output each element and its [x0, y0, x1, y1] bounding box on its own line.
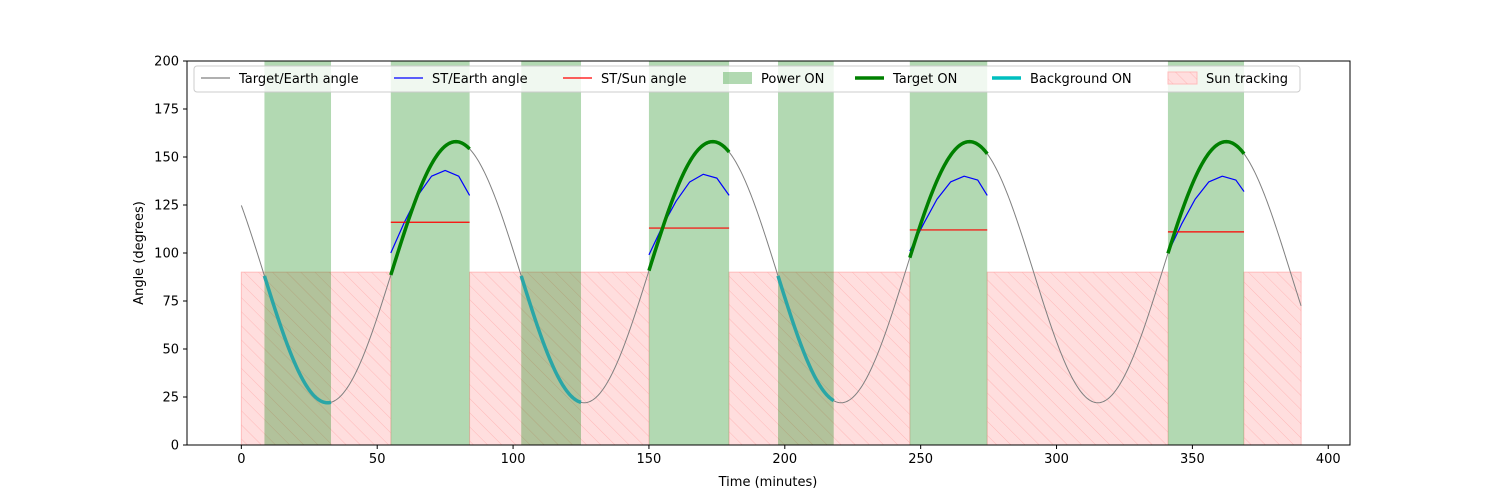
power-on-span	[909, 61, 988, 445]
background-on-line	[519, 275, 582, 405]
axes-layer: 0 50 100 150 200 250 300 350 400 0 25 50 75 100 125 150…	[154, 55, 1341, 468]
legend-handle-hatch	[1168, 72, 1197, 84]
power-on-span	[1167, 61, 1245, 445]
st-earth-line	[909, 175, 988, 252]
x-tick-label: 300	[1044, 452, 1069, 467]
legend-label: Power ON	[761, 72, 824, 87]
legend-label: Target ON	[892, 72, 957, 87]
y-tick-label: 150	[154, 151, 179, 166]
legend-label: Sun tracking	[1206, 72, 1288, 87]
y-tick-label: 175	[154, 103, 179, 118]
y-tick-label: 25	[162, 391, 179, 406]
background-on-line	[262, 275, 332, 405]
power-on-span	[778, 61, 834, 445]
y-tick-label: 50	[162, 343, 179, 358]
background-on-line	[776, 275, 835, 403]
target-on-line	[647, 139, 731, 272]
legend: Target/Earth angle ST/Earth angle ST/Sun a…	[193, 65, 1301, 93]
y-tick-label: 200	[154, 55, 179, 70]
power-on-span	[264, 61, 332, 445]
target-on-line	[389, 139, 471, 276]
power-on-layer	[264, 61, 1245, 445]
x-tick-label: 400	[1316, 452, 1341, 467]
y-tick-label: 0	[171, 439, 179, 454]
x-tick-label: 200	[772, 452, 797, 467]
legend-label: Background ON	[1030, 72, 1132, 87]
legend-label: ST/Sun angle	[601, 72, 687, 87]
power-on-span	[521, 61, 582, 445]
power-on-span	[648, 61, 730, 445]
series-layer	[240, 139, 1302, 405]
y-tick-label: 100	[154, 247, 179, 262]
target-on-line	[1166, 139, 1246, 254]
y-axis-label: Angle (degrees)	[132, 201, 147, 305]
y-tick-label: 75	[162, 295, 179, 310]
x-tick-label: 50	[369, 452, 386, 467]
sun-tracking-hatch	[1244, 272, 1302, 445]
legend-label: ST/Earth angle	[432, 72, 528, 87]
power-on-span	[390, 61, 470, 445]
x-tick-label: 100	[501, 452, 526, 467]
x-axis-label: Time (minutes)	[718, 475, 818, 490]
target-on-line	[908, 139, 989, 259]
legend-handle	[723, 72, 752, 84]
x-tick-label: 0	[237, 452, 245, 467]
legend-label: Target/Earth angle	[238, 72, 359, 87]
sun-tracking-layer	[240, 271, 1302, 446]
legend-frame	[193, 65, 1301, 93]
sun-tracking-hatch	[729, 272, 910, 445]
y-tick-label: 125	[154, 199, 179, 214]
sun-tracking-hatch	[987, 272, 1168, 445]
x-tick-label: 350	[1180, 452, 1205, 467]
sun-tracking-hatch	[241, 272, 391, 445]
x-tick-label: 250	[908, 452, 933, 467]
st-earth-line	[1167, 175, 1245, 254]
x-tick-label: 150	[637, 452, 662, 467]
